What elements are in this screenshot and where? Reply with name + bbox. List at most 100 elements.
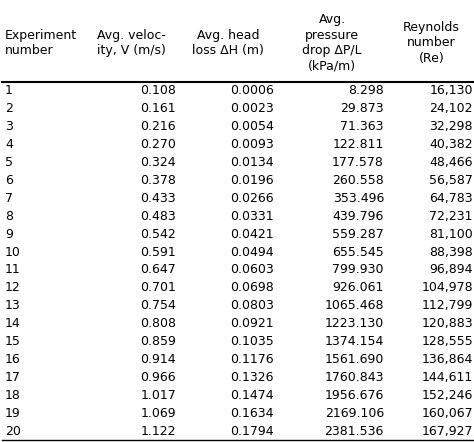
Text: 0.0054: 0.0054 bbox=[230, 120, 274, 133]
Text: 0.701: 0.701 bbox=[140, 282, 176, 294]
Text: 0.914: 0.914 bbox=[140, 353, 176, 366]
Text: 799.930: 799.930 bbox=[332, 263, 384, 276]
Text: 152,246: 152,246 bbox=[422, 389, 473, 402]
Text: 71.363: 71.363 bbox=[340, 120, 384, 133]
Text: 7: 7 bbox=[5, 192, 13, 205]
Text: Avg.
pressure
drop ΔP/L
(kPa/m): Avg. pressure drop ΔP/L (kPa/m) bbox=[302, 13, 362, 73]
Text: 353.496: 353.496 bbox=[333, 192, 384, 205]
Text: 48,466: 48,466 bbox=[429, 156, 473, 169]
Text: 56,587: 56,587 bbox=[429, 174, 473, 187]
Text: 64,783: 64,783 bbox=[429, 192, 473, 205]
Text: 136,864: 136,864 bbox=[422, 353, 473, 366]
Text: 0.1794: 0.1794 bbox=[230, 425, 274, 438]
Text: 1760.843: 1760.843 bbox=[325, 371, 384, 384]
Text: 12: 12 bbox=[5, 282, 21, 294]
Text: 13: 13 bbox=[5, 299, 21, 312]
Text: 1374.154: 1374.154 bbox=[325, 335, 384, 348]
Text: 260.558: 260.558 bbox=[332, 174, 384, 187]
Text: 32,298: 32,298 bbox=[429, 120, 473, 133]
Text: 40,382: 40,382 bbox=[429, 138, 473, 151]
Text: 2381.536: 2381.536 bbox=[325, 425, 384, 438]
Text: 0.0603: 0.0603 bbox=[230, 263, 274, 276]
Text: 16,130: 16,130 bbox=[429, 84, 473, 97]
Text: Reynolds
number
(Re): Reynolds number (Re) bbox=[403, 21, 460, 65]
Text: 0.966: 0.966 bbox=[140, 371, 176, 384]
Text: 160,067: 160,067 bbox=[421, 407, 473, 419]
Text: 1561.690: 1561.690 bbox=[325, 353, 384, 366]
Text: 4: 4 bbox=[5, 138, 13, 151]
Text: Avg. head
loss ΔH (m): Avg. head loss ΔH (m) bbox=[192, 29, 264, 57]
Text: 112,799: 112,799 bbox=[422, 299, 473, 312]
Text: 0.1035: 0.1035 bbox=[230, 335, 274, 348]
Text: 8.298: 8.298 bbox=[348, 84, 384, 97]
Text: 167,927: 167,927 bbox=[421, 425, 473, 438]
Text: 439.796: 439.796 bbox=[333, 210, 384, 223]
Text: 0.0331: 0.0331 bbox=[230, 210, 274, 223]
Text: 0.647: 0.647 bbox=[140, 263, 176, 276]
Text: Avg. veloc-
ity, V (m/s): Avg. veloc- ity, V (m/s) bbox=[97, 29, 166, 57]
Text: 0.808: 0.808 bbox=[140, 317, 176, 330]
Text: 1.069: 1.069 bbox=[140, 407, 176, 419]
Text: 0.108: 0.108 bbox=[140, 84, 176, 97]
Text: 144,611: 144,611 bbox=[422, 371, 473, 384]
Text: 1.017: 1.017 bbox=[140, 389, 176, 402]
Text: 0.1176: 0.1176 bbox=[230, 353, 274, 366]
Text: 81,100: 81,100 bbox=[429, 228, 473, 240]
Text: 0.0266: 0.0266 bbox=[230, 192, 274, 205]
Text: 1223.130: 1223.130 bbox=[325, 317, 384, 330]
Text: 0.216: 0.216 bbox=[140, 120, 176, 133]
Text: 0.270: 0.270 bbox=[140, 138, 176, 151]
Text: 0.0134: 0.0134 bbox=[230, 156, 274, 169]
Text: 0.0494: 0.0494 bbox=[230, 246, 274, 259]
Text: 122.811: 122.811 bbox=[333, 138, 384, 151]
Text: 88,398: 88,398 bbox=[429, 246, 473, 259]
Text: Experiment
number: Experiment number bbox=[5, 29, 77, 57]
Text: 0.0803: 0.0803 bbox=[230, 299, 274, 312]
Text: 18: 18 bbox=[5, 389, 21, 402]
Text: 0.161: 0.161 bbox=[140, 103, 176, 115]
Text: 29.873: 29.873 bbox=[340, 103, 384, 115]
Text: 120,883: 120,883 bbox=[421, 317, 473, 330]
Text: 3: 3 bbox=[5, 120, 13, 133]
Text: 0.433: 0.433 bbox=[140, 192, 176, 205]
Text: 20: 20 bbox=[5, 425, 21, 438]
Text: 0.1634: 0.1634 bbox=[230, 407, 274, 419]
Text: 0.324: 0.324 bbox=[140, 156, 176, 169]
Text: 0.754: 0.754 bbox=[140, 299, 176, 312]
Text: 17: 17 bbox=[5, 371, 21, 384]
Text: 1.122: 1.122 bbox=[140, 425, 176, 438]
Text: 72,231: 72,231 bbox=[429, 210, 473, 223]
Text: 0.859: 0.859 bbox=[140, 335, 176, 348]
Text: 1956.676: 1956.676 bbox=[325, 389, 384, 402]
Text: 0.0023: 0.0023 bbox=[230, 103, 274, 115]
Text: 2169.106: 2169.106 bbox=[325, 407, 384, 419]
Text: 11: 11 bbox=[5, 263, 21, 276]
Text: 15: 15 bbox=[5, 335, 21, 348]
Text: 2: 2 bbox=[5, 103, 13, 115]
Text: 1: 1 bbox=[5, 84, 13, 97]
Text: 926.061: 926.061 bbox=[333, 282, 384, 294]
Text: 128,555: 128,555 bbox=[421, 335, 473, 348]
Text: 0.0421: 0.0421 bbox=[230, 228, 274, 240]
Text: 0.0196: 0.0196 bbox=[230, 174, 274, 187]
Text: 0.591: 0.591 bbox=[140, 246, 176, 259]
Text: 16: 16 bbox=[5, 353, 21, 366]
Text: 0.0006: 0.0006 bbox=[230, 84, 274, 97]
Text: 14: 14 bbox=[5, 317, 21, 330]
Text: 1065.468: 1065.468 bbox=[325, 299, 384, 312]
Text: 5: 5 bbox=[5, 156, 13, 169]
Text: 0.378: 0.378 bbox=[140, 174, 176, 187]
Text: 0.1474: 0.1474 bbox=[230, 389, 274, 402]
Text: 0.0093: 0.0093 bbox=[230, 138, 274, 151]
Text: 24,102: 24,102 bbox=[429, 103, 473, 115]
Text: 96,894: 96,894 bbox=[429, 263, 473, 276]
Text: 0.0698: 0.0698 bbox=[230, 282, 274, 294]
Text: 104,978: 104,978 bbox=[421, 282, 473, 294]
Text: 177.578: 177.578 bbox=[332, 156, 384, 169]
Text: 0.542: 0.542 bbox=[140, 228, 176, 240]
Text: 9: 9 bbox=[5, 228, 13, 240]
Text: 559.287: 559.287 bbox=[332, 228, 384, 240]
Text: 0.0921: 0.0921 bbox=[230, 317, 274, 330]
Text: 19: 19 bbox=[5, 407, 21, 419]
Text: 8: 8 bbox=[5, 210, 13, 223]
